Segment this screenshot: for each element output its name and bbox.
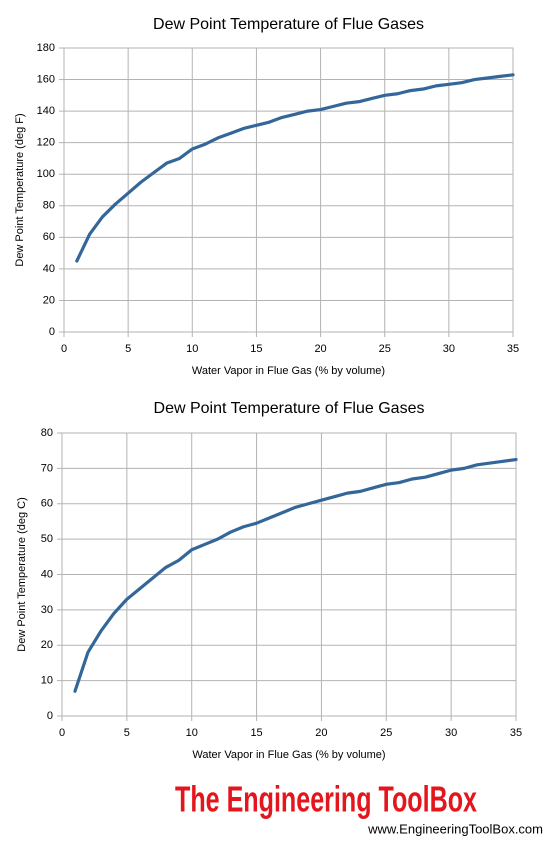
y-tick-label: 20	[43, 294, 55, 306]
y-tick-label: 40	[41, 568, 53, 580]
y-tick-label: 30	[41, 604, 53, 616]
logo-title: The Engineering ToolBox	[175, 779, 477, 820]
chart-title: Dew Point Temperature of Flue Gases	[154, 400, 425, 417]
x-tick-label: 15	[250, 727, 262, 739]
y-tick-label: 160	[37, 73, 55, 85]
y-axis-title: Dew Point Temperature (deg F)	[14, 113, 26, 266]
x-tick-label: 5	[125, 343, 131, 355]
y-axis-title: Dew Point Temperature (deg C)	[16, 497, 28, 651]
y-tick-label: 40	[43, 263, 55, 275]
y-tick-label: 80	[41, 427, 53, 439]
x-tick-label: 0	[59, 727, 65, 739]
x-tick-label: 35	[510, 727, 522, 739]
y-tick-label: 60	[41, 498, 53, 510]
x-tick-label: 20	[314, 343, 326, 355]
x-tick-label: 20	[315, 727, 327, 739]
y-tick-label: 0	[47, 710, 53, 722]
x-tick-label: 15	[250, 343, 262, 355]
x-tick-label: 0	[61, 343, 67, 355]
logo-url: www.EngineeringToolBox.com	[367, 821, 543, 836]
y-tick-label: 20	[41, 639, 53, 651]
x-tick-label: 35	[507, 343, 519, 355]
x-tick-label: 10	[186, 343, 198, 355]
y-tick-label: 70	[41, 462, 53, 474]
x-tick-label: 25	[379, 343, 391, 355]
y-tick-label: 100	[37, 168, 55, 180]
x-axis-title: Water Vapor in Flue Gas (% by volume)	[192, 749, 385, 761]
x-tick-label: 10	[186, 727, 198, 739]
x-tick-label: 30	[443, 343, 455, 355]
y-tick-label: 80	[43, 200, 55, 212]
plot-border	[61, 432, 517, 717]
y-tick-label: 180	[37, 42, 55, 54]
y-tick-label: 50	[41, 533, 53, 545]
x-axis-title: Water Vapor in Flue Gas (% by volume)	[192, 365, 385, 377]
data-line	[73, 457, 518, 693]
chart-title: Dew Point Temperature of Flue Gases	[153, 16, 424, 33]
x-tick-label: 30	[445, 727, 457, 739]
x-tick-label: 25	[380, 727, 392, 739]
y-tick-label: 0	[49, 326, 55, 338]
data-line	[75, 73, 515, 263]
y-tick-label: 140	[37, 105, 55, 117]
y-tick-label: 10	[41, 675, 53, 687]
plot-border	[63, 47, 514, 333]
x-tick-label: 5	[124, 727, 130, 739]
y-tick-label: 120	[37, 137, 55, 149]
y-tick-label: 60	[43, 231, 55, 243]
